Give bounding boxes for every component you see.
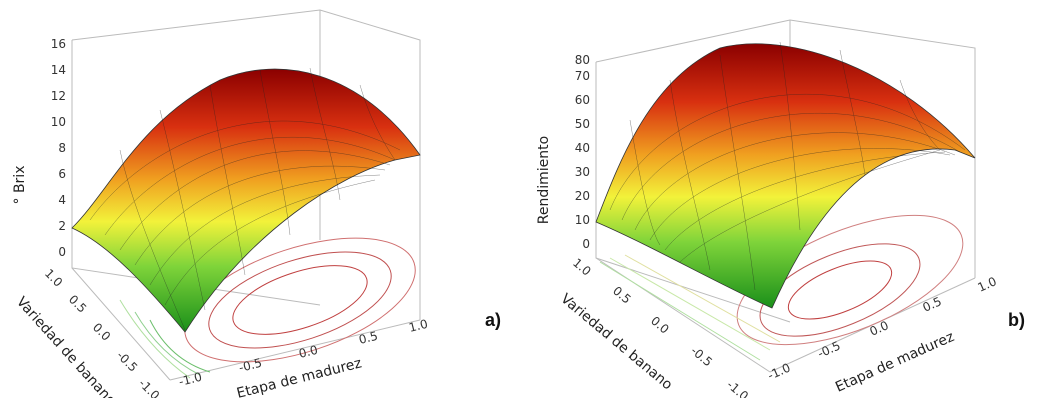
chart-a-ztick: 8 bbox=[58, 141, 66, 155]
chart-b-ztick: 20 bbox=[575, 189, 590, 203]
chart-b-xtick: 0.5 bbox=[921, 294, 944, 315]
chart-b-ztick: 30 bbox=[575, 165, 590, 179]
chart-b-surface bbox=[595, 41, 976, 309]
chart-b-xlabel: Etapa de madurez bbox=[833, 329, 957, 396]
chart-b-ytick: -1.0 bbox=[724, 378, 751, 398]
chart-a-zlabel: ° Brix bbox=[12, 166, 28, 205]
chart-b-xtick: -0.5 bbox=[816, 338, 843, 360]
chart-b-mesh bbox=[609, 41, 966, 291]
chart-b-ztick: 80 bbox=[575, 53, 590, 67]
chart-a-xtick: 0.5 bbox=[357, 329, 379, 347]
chart-b-ytick: -0.5 bbox=[688, 344, 715, 370]
chart-b-ytick: 0.5 bbox=[610, 284, 634, 307]
chart-a-xtick: -0.5 bbox=[237, 356, 263, 375]
chart-b-ytick: 0.0 bbox=[648, 314, 672, 337]
chart-b-contours bbox=[599, 214, 964, 361]
chart-b-ztick: 70 bbox=[575, 69, 590, 83]
chart-b-panel-label: b) bbox=[1008, 310, 1025, 330]
chart-a-mesh bbox=[89, 67, 401, 331]
chart-a-ztick: 4 bbox=[58, 193, 66, 207]
chart-a-ztick: 6 bbox=[58, 167, 66, 181]
chart-a-panel-label: a) bbox=[485, 310, 501, 330]
chart-a-ztick: 2 bbox=[58, 219, 66, 233]
chart-b-ztick: 50 bbox=[575, 117, 590, 131]
chart-b-ztick: 10 bbox=[575, 213, 590, 227]
chart-a-ytick: 0.5 bbox=[66, 292, 89, 315]
chart-a-xtick: 0.0 bbox=[297, 343, 319, 361]
chart-b-zticks: 0 10 20 30 40 50 60 70 80 bbox=[575, 53, 590, 251]
chart-a-ztick: 14 bbox=[51, 63, 66, 77]
chart-b-xtick: 1.0 bbox=[976, 274, 999, 295]
chart-b-ztick: 0 bbox=[582, 237, 590, 251]
chart-a-ylabel: Variedad de banano bbox=[13, 294, 119, 398]
chart-b-ztick: 60 bbox=[575, 93, 590, 107]
chart-a-ztick: 12 bbox=[51, 89, 66, 103]
chart-b-ytick: 1.0 bbox=[570, 256, 594, 279]
chart-a-xtick: 1.0 bbox=[407, 317, 429, 335]
chart-a-ytick: -1.0 bbox=[136, 376, 162, 398]
chart-a-ytick: 0.0 bbox=[90, 320, 113, 343]
chart-b-ztick: 40 bbox=[575, 141, 590, 155]
chart-a-ztick: 16 bbox=[51, 37, 66, 51]
chart-a-surface bbox=[71, 67, 421, 333]
chart-a-xticks: -1.0 -0.5 0.0 0.5 1.0 bbox=[177, 317, 429, 389]
chart-a-ytick: 1.0 bbox=[42, 266, 65, 289]
chart-a-xtick: -1.0 bbox=[177, 370, 203, 389]
chart-b-ylabel: Variedad de banano bbox=[557, 291, 675, 394]
chart-b-xtick: 0.0 bbox=[868, 318, 891, 339]
chart-a-ztick: 10 bbox=[51, 115, 66, 129]
chart-a-ytick: -0.5 bbox=[114, 348, 140, 374]
chart-b-zlabel: Rendimiento bbox=[536, 136, 552, 224]
chart-a: 0 2 4 6 8 10 12 14 16 ° Brix -1.0 -0.5 0… bbox=[12, 9, 501, 398]
chart-a-zticks: 0 2 4 6 8 10 12 14 16 bbox=[51, 37, 66, 259]
chart-a-contours bbox=[119, 237, 416, 379]
chart-a-ztick: 0 bbox=[58, 245, 66, 259]
chart-b: 0 10 20 30 40 50 60 70 80 Rendimiento -1… bbox=[536, 19, 1025, 398]
